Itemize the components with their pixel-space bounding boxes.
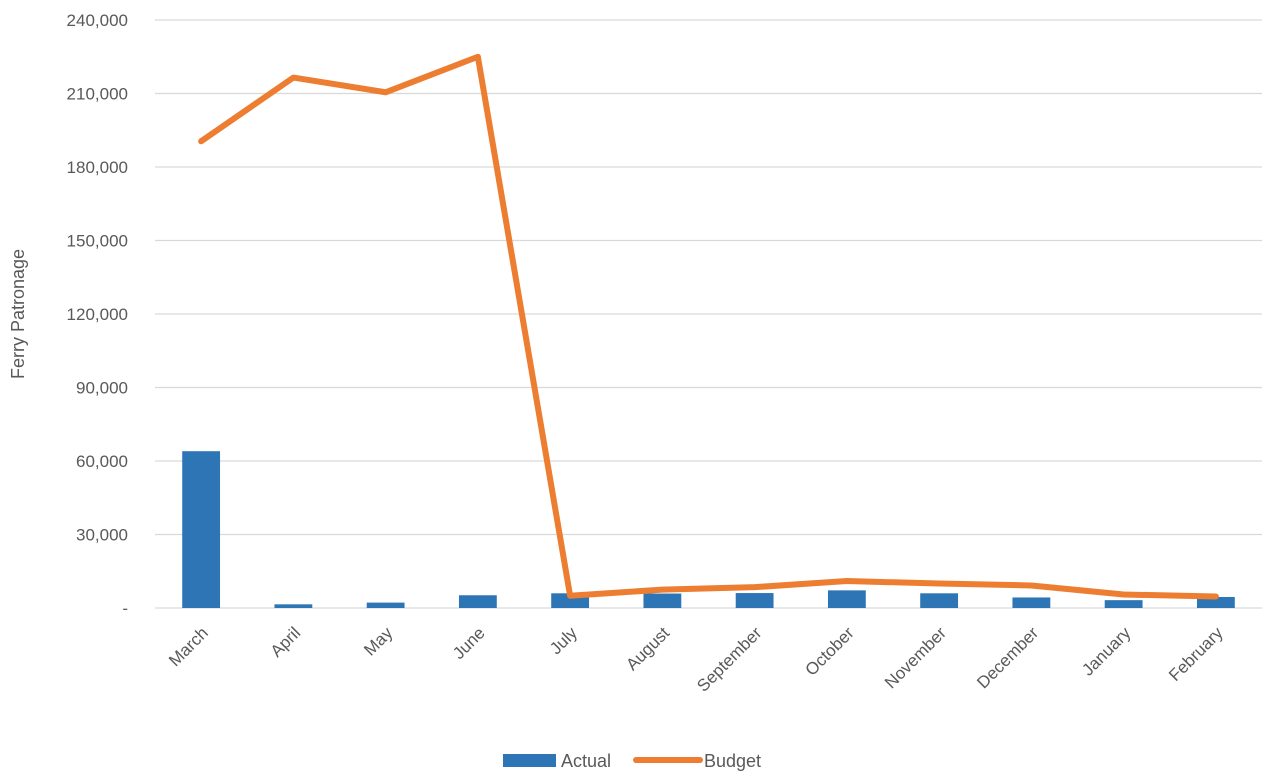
x-tick-label: March (165, 623, 212, 670)
y-tick-label: - (122, 599, 128, 618)
bar-actual (920, 593, 959, 608)
budget-line-group (198, 53, 1219, 600)
y-tick-label: 120,000 (67, 305, 128, 324)
bar-actual (827, 590, 866, 608)
legend-actual-swatch (503, 754, 556, 767)
bar-actual (1196, 596, 1235, 608)
bar-actual (643, 593, 682, 608)
bar-actual (274, 604, 313, 608)
y-axis-title: Ferry Patronage (8, 249, 28, 379)
x-axis-ticks: March April May June July August September Octo… (165, 623, 1227, 696)
bar-actual (735, 593, 774, 608)
y-tick-label: 90,000 (76, 379, 128, 398)
x-tick-label: April (267, 623, 304, 660)
y-tick-label: 240,000 (67, 11, 128, 30)
bar-actual (182, 451, 221, 608)
legend-actual-label: Actual (561, 751, 611, 771)
x-tick-label: June (449, 623, 489, 663)
x-tick-label: February (1165, 623, 1227, 685)
y-tick-label: 180,000 (67, 158, 128, 177)
x-tick-label: November (881, 623, 950, 692)
y-axis-ticks: - 30,000 60,000 90,000 120,000 150,000 180,000… (67, 11, 128, 618)
y-tick-label: 150,000 (67, 232, 128, 251)
x-tick-label: January (1078, 623, 1135, 680)
y-tick-label: 60,000 (76, 452, 128, 471)
bar-actual (366, 602, 405, 608)
bar-actual (1012, 597, 1051, 608)
x-tick-label: October (801, 623, 857, 679)
y-tick-label: 210,000 (67, 85, 128, 104)
actual-bars (182, 451, 1235, 608)
x-tick-label: September (693, 623, 765, 695)
bar-actual (458, 595, 497, 608)
budget-line (198, 53, 1219, 600)
y-tick-label: 30,000 (76, 526, 128, 545)
legend-budget-label: Budget (704, 751, 761, 771)
gridlines (155, 19, 1262, 609)
bar-actual (1104, 600, 1143, 608)
x-tick-label: May (360, 623, 396, 659)
x-tick-label: December (973, 623, 1042, 692)
x-tick-label: August (622, 623, 673, 674)
x-tick-label: July (546, 623, 581, 658)
legend: Actual Budget (503, 751, 761, 771)
